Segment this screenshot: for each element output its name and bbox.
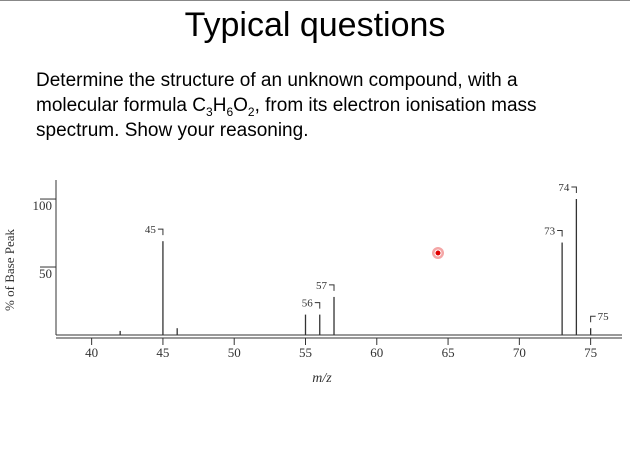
y-tick-label: 100 xyxy=(33,198,53,213)
x-tick-label: 70 xyxy=(513,345,526,360)
peak-label: 75 xyxy=(598,311,610,323)
subscript: 6 xyxy=(226,104,234,119)
formula: C3H6O2 xyxy=(192,95,255,119)
subscript: 2 xyxy=(247,104,255,119)
x-tick-label: 45 xyxy=(156,345,169,360)
question-text: , from its electron ionisation mass spec… xyxy=(36,95,537,141)
y-tick-label: 50 xyxy=(39,266,52,281)
question-text: Determine the structure of an unknown co… xyxy=(36,70,518,116)
element: H xyxy=(212,95,227,116)
peak-label-bracket xyxy=(590,315,596,323)
peak-label: 56 xyxy=(302,298,314,310)
peak-label: 57 xyxy=(316,280,328,292)
peak-label-bracket xyxy=(571,186,577,194)
element: C xyxy=(192,95,207,116)
x-tick-label: 50 xyxy=(228,345,241,360)
pointer xyxy=(434,249,442,257)
x-tick-label: 40 xyxy=(85,345,98,360)
peak-label-bracket xyxy=(314,302,321,309)
x-axis-label: m/z xyxy=(312,371,332,386)
peak-label: 45 xyxy=(145,224,157,236)
x-tick-label: 65 xyxy=(442,345,455,360)
peak-label-bracket xyxy=(329,284,335,291)
peak-label: 74 xyxy=(558,182,570,194)
question: Determine the structure of an unknown co… xyxy=(36,68,584,143)
element: O xyxy=(233,95,248,116)
subscript: 3 xyxy=(206,104,213,119)
peak-label-bracket xyxy=(557,230,563,237)
x-tick-label: 60 xyxy=(370,345,383,360)
x-tick-label: 55 xyxy=(299,345,312,360)
slide-title: Typical questions xyxy=(184,6,446,44)
peak-label-bracket xyxy=(157,228,164,236)
peak-label: 73 xyxy=(544,226,556,238)
y-axis-label: % of Base Peak xyxy=(2,229,17,311)
x-tick-label: 75 xyxy=(584,345,597,360)
